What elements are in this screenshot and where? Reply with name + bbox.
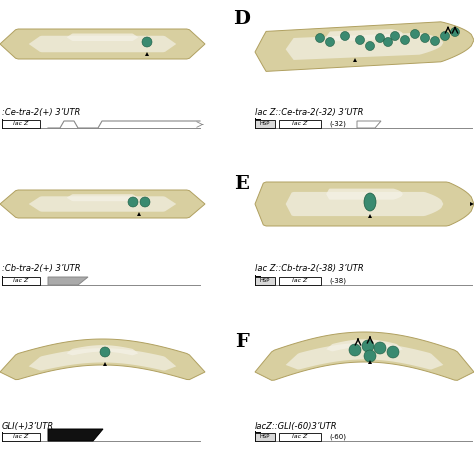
Polygon shape — [67, 345, 138, 356]
Polygon shape — [326, 29, 403, 41]
Polygon shape — [255, 182, 474, 226]
Bar — [2, 432, 40, 440]
Polygon shape — [357, 121, 381, 128]
Polygon shape — [286, 343, 443, 370]
Polygon shape — [353, 58, 357, 62]
Bar — [279, 432, 321, 440]
Circle shape — [316, 34, 325, 43]
Circle shape — [140, 197, 150, 207]
Polygon shape — [145, 52, 149, 56]
Text: lac Z::Cb-tra-2(-38) 3’UTR: lac Z::Cb-tra-2(-38) 3’UTR — [255, 264, 364, 273]
Polygon shape — [286, 33, 443, 60]
Text: (-32): (-32) — [329, 120, 346, 127]
Circle shape — [340, 31, 349, 40]
Circle shape — [365, 42, 374, 51]
Circle shape — [374, 342, 386, 354]
Circle shape — [356, 36, 365, 45]
Text: lac Z: lac Z — [13, 121, 28, 126]
Circle shape — [440, 31, 449, 40]
Bar — [279, 276, 321, 284]
Bar — [255, 276, 275, 284]
Polygon shape — [67, 34, 138, 41]
Text: D: D — [234, 10, 250, 28]
Circle shape — [326, 37, 335, 46]
Polygon shape — [29, 36, 176, 52]
Text: lac Z::Ce-tra-2(-32) 3’UTR: lac Z::Ce-tra-2(-32) 3’UTR — [255, 108, 364, 117]
Text: lac Z: lac Z — [13, 278, 28, 283]
Circle shape — [410, 29, 419, 38]
Circle shape — [450, 27, 459, 36]
Circle shape — [387, 346, 399, 358]
Polygon shape — [255, 22, 474, 72]
Polygon shape — [137, 212, 141, 216]
Text: (-60): (-60) — [329, 433, 346, 440]
Text: lacZ::GLI(-60)3’UTR: lacZ::GLI(-60)3’UTR — [255, 421, 337, 430]
Text: :Ce-tra-2(+) 3’UTR: :Ce-tra-2(+) 3’UTR — [2, 108, 81, 117]
Polygon shape — [326, 339, 403, 351]
Polygon shape — [29, 348, 176, 371]
Circle shape — [128, 197, 138, 207]
Circle shape — [364, 350, 376, 362]
Text: lac Z: lac Z — [292, 278, 308, 283]
Circle shape — [375, 34, 384, 43]
Text: (-38): (-38) — [329, 277, 346, 284]
Circle shape — [391, 31, 400, 40]
Polygon shape — [286, 192, 443, 216]
Polygon shape — [0, 190, 205, 218]
Polygon shape — [326, 189, 403, 200]
Bar — [255, 119, 275, 128]
Circle shape — [362, 340, 374, 352]
Circle shape — [420, 34, 429, 43]
Text: F: F — [235, 333, 249, 351]
Text: E: E — [235, 175, 249, 193]
Polygon shape — [368, 214, 372, 218]
Polygon shape — [48, 277, 88, 285]
Circle shape — [142, 37, 152, 47]
Polygon shape — [255, 332, 474, 380]
Bar — [2, 119, 40, 128]
Text: :Cb-tra-2(+) 3’UTR: :Cb-tra-2(+) 3’UTR — [2, 264, 81, 273]
Text: HSP: HSP — [260, 278, 270, 283]
Circle shape — [349, 344, 361, 356]
Text: lac Z: lac Z — [292, 434, 308, 439]
Polygon shape — [48, 429, 103, 441]
Polygon shape — [0, 29, 205, 59]
Text: HSP: HSP — [260, 434, 270, 439]
Polygon shape — [103, 362, 107, 366]
Polygon shape — [0, 339, 205, 380]
Polygon shape — [470, 202, 474, 206]
Polygon shape — [67, 194, 138, 201]
Bar — [255, 432, 275, 440]
Polygon shape — [368, 360, 372, 364]
Text: HSP: HSP — [260, 121, 270, 126]
Circle shape — [430, 36, 439, 46]
Ellipse shape — [364, 193, 376, 211]
Bar — [279, 119, 321, 128]
Polygon shape — [29, 196, 176, 212]
Circle shape — [100, 347, 110, 357]
Text: GLI(+)3’UTR: GLI(+)3’UTR — [2, 421, 54, 430]
Text: lac Z: lac Z — [292, 121, 308, 126]
Circle shape — [401, 36, 410, 45]
Circle shape — [383, 37, 392, 46]
Bar — [2, 276, 40, 284]
Text: lac Z: lac Z — [13, 434, 28, 439]
